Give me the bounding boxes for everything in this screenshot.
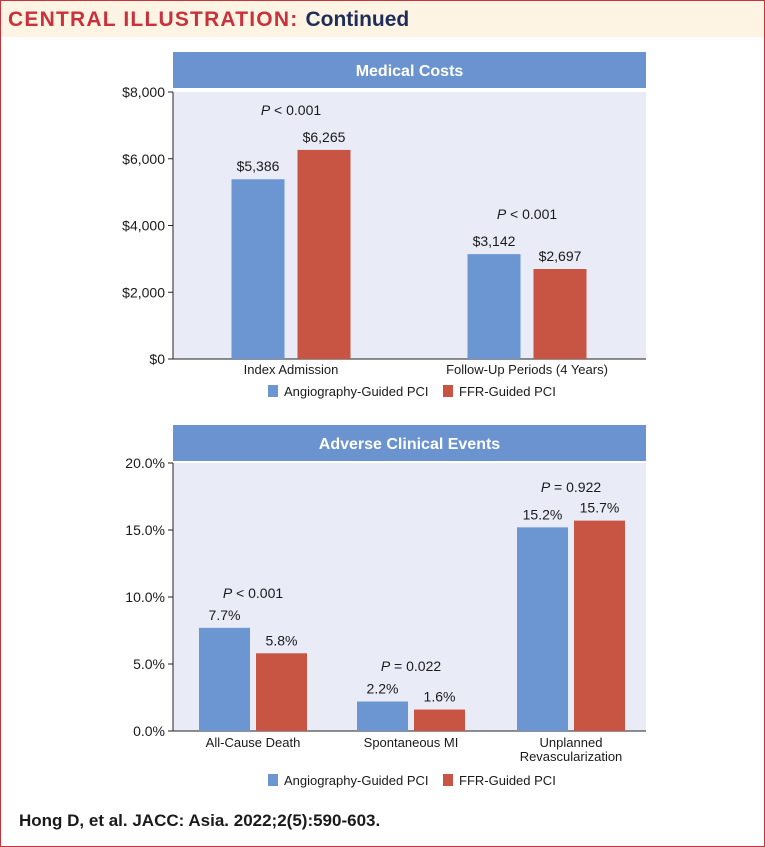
legend-swatch-ffr [443, 385, 453, 397]
y-tick-label: 10.0% [125, 589, 165, 605]
legend-label: FFR-Guided PCI [459, 384, 556, 399]
p-value: P < 0.001 [261, 102, 322, 118]
data-label: 2.2% [367, 681, 399, 697]
p-value-text: = 0.922 [550, 479, 601, 495]
p-value-symbol: P [541, 479, 551, 495]
bar-ffr [414, 709, 465, 731]
y-tick-label: $6,000 [122, 151, 165, 167]
y-tick-label: 0.0% [133, 723, 165, 739]
data-label: $3,142 [473, 233, 516, 249]
bar-angiography [199, 627, 250, 731]
p-value: P = 0.922 [541, 479, 602, 495]
bar-ffr [297, 149, 351, 359]
y-tick-label: $4,000 [122, 218, 165, 234]
legend-swatch-ffr [443, 774, 453, 786]
bar-angiography [517, 527, 568, 731]
p-value-symbol: P [223, 585, 233, 601]
legend-swatch-angiography [268, 774, 278, 786]
legend-label: FFR-Guided PCI [459, 773, 556, 788]
bar-ffr [533, 268, 587, 359]
y-tick-label: 20.0% [125, 455, 165, 471]
legend-label: Angiography-Guided PCI [284, 773, 429, 788]
chart-title: Adverse Clinical Events [319, 436, 501, 453]
illustration-title: CENTRAL ILLUSTRATION: Continued [8, 8, 409, 32]
illustration-title-main: CENTRAL ILLUSTRATION: [8, 8, 299, 31]
p-value-text: < 0.001 [506, 206, 557, 222]
bar-ffr [574, 520, 625, 731]
bar-ffr [256, 653, 307, 731]
p-value-symbol: P [261, 102, 271, 118]
p-value-text: < 0.001 [232, 585, 283, 601]
y-tick-label: 15.0% [125, 522, 165, 538]
y-tick-label: $0 [149, 351, 165, 367]
chart-title-panel [173, 52, 646, 88]
p-value-symbol: P [497, 206, 507, 222]
data-label: $6,265 [303, 129, 346, 145]
data-label: 15.2% [523, 506, 563, 522]
bar-angiography [231, 179, 285, 359]
category-label: All-Cause Death [206, 735, 301, 750]
chart-title-panel [173, 425, 646, 461]
p-value: P = 0.022 [381, 658, 442, 674]
bar-angiography [357, 701, 408, 731]
data-label: $2,697 [539, 248, 582, 264]
y-tick-label: 5.0% [133, 656, 165, 672]
data-label: $5,386 [237, 158, 280, 174]
p-value-symbol: P [381, 658, 391, 674]
chart-title: Medical Costs [356, 63, 464, 80]
y-tick-label: $8,000 [122, 84, 165, 100]
category-label: Unplanned [540, 735, 603, 750]
illustration-title-continued: Continued [305, 8, 410, 31]
category-label: Follow-Up Periods (4 Years) [446, 362, 608, 377]
citation: Hong D, et al. JACC: Asia. 2022;2(5):590… [19, 811, 381, 830]
header-band: CENTRAL ILLUSTRATION: Continued [1, 1, 764, 37]
p-value: P < 0.001 [497, 206, 558, 222]
data-label: 15.7% [580, 500, 620, 516]
data-label: 7.7% [209, 607, 241, 623]
legend-swatch-angiography [268, 385, 278, 397]
category-label: Index Admission [244, 362, 339, 377]
category-label: Revascularization [520, 749, 623, 764]
y-tick-label: $2,000 [122, 284, 165, 300]
p-value-text: < 0.001 [270, 102, 321, 118]
bar-angiography [467, 254, 521, 359]
data-label: 1.6% [424, 689, 456, 705]
legend-label: Angiography-Guided PCI [284, 384, 429, 399]
category-label: Spontaneous MI [364, 735, 459, 750]
data-label: 5.8% [266, 632, 298, 648]
p-value: P < 0.001 [223, 585, 284, 601]
p-value-text: = 0.022 [390, 658, 441, 674]
